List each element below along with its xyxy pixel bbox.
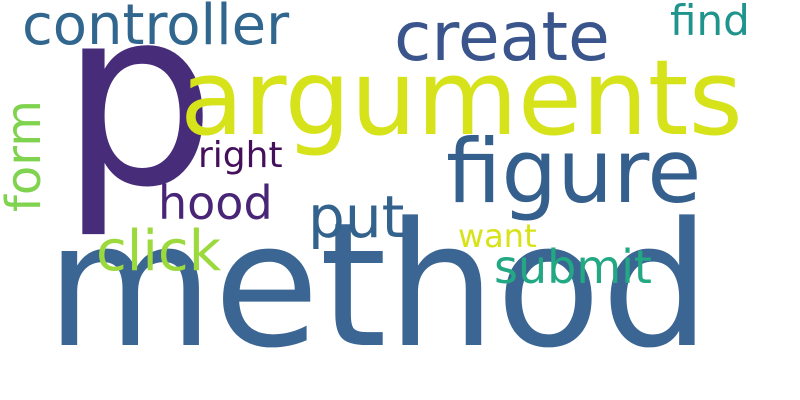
- word-method: method: [46, 185, 711, 386]
- word-form: form: [0, 100, 52, 212]
- word-figure: figure: [446, 120, 702, 223]
- word-create: create: [394, 0, 610, 77]
- word-right: right: [198, 135, 283, 176]
- word-hood: hood: [158, 176, 273, 230]
- word-controller: controller: [22, 0, 290, 58]
- word-want: want: [458, 217, 537, 255]
- word-click: click: [96, 219, 222, 284]
- word-p: p: [60, 0, 217, 242]
- word-put: put: [308, 183, 405, 251]
- word-arguments: arguments: [180, 37, 743, 159]
- word-find: find: [670, 0, 750, 45]
- word-submit: submit: [494, 240, 652, 294]
